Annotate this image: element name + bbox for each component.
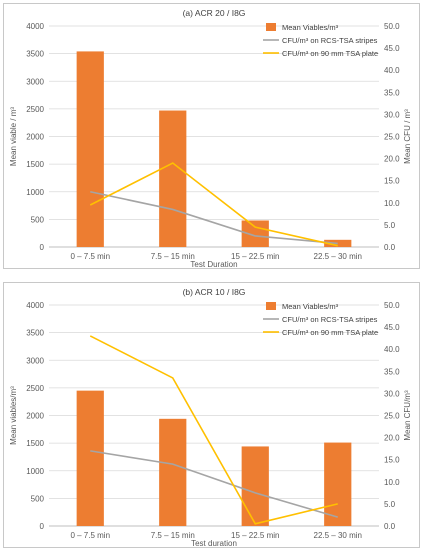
y-tick-label: 2000 — [26, 412, 44, 421]
y2-tick-label: 5.0 — [384, 221, 396, 230]
y2-tick-label: 5.0 — [384, 500, 396, 509]
chart-panel-b: 0 500 1000 1500 2000 2500 3000 3500 4000 0.0 5.0 10… — [3, 282, 420, 548]
x-tick-label: 7.5 – 15 min — [151, 531, 195, 540]
y-tick-label: 3500 — [26, 329, 44, 338]
y2-tick-label: 50.0 — [384, 301, 400, 310]
y-tick-label: 2000 — [26, 133, 44, 142]
y-tick-label: 4000 — [26, 22, 44, 31]
x-tick-label: 22.5 – 30 min — [314, 531, 362, 540]
y2-tick-label: 10.0 — [384, 478, 400, 487]
chart-title: (b) ACR 10 / I8G — [183, 287, 246, 297]
y-tick-label: 3500 — [26, 50, 44, 59]
legend-label: CFU/m³ on RCS-TSA stripes — [282, 36, 378, 45]
y2-tick-label: 0.0 — [384, 522, 396, 531]
series-line — [89, 335, 338, 525]
y-tick-label: 3000 — [26, 77, 44, 86]
y-tick-label: 1500 — [26, 160, 44, 169]
x-tick-label: 0 – 7.5 min — [70, 531, 110, 540]
x-axis-title: Test duration — [191, 539, 237, 547]
y-tick-label: 500 — [31, 494, 45, 503]
x-tick-label: 15 – 22.5 min — [231, 252, 279, 261]
y2-tick-label: 35.0 — [384, 367, 400, 376]
x-tick-label: 0 – 7.5 min — [70, 252, 110, 261]
y2-tick-label: 45.0 — [384, 323, 400, 332]
bar — [76, 390, 104, 526]
bar — [159, 418, 187, 526]
y-tick-label: 500 — [31, 215, 45, 224]
y-tick-label: 4000 — [26, 301, 44, 310]
y2-tick-label: 45.0 — [384, 44, 400, 53]
y2-tick-label: 40.0 — [384, 345, 400, 354]
y2-tick-label: 40.0 — [384, 66, 400, 75]
legend-label: CFU/m³ on RCS-TSA stripes — [282, 315, 378, 324]
y2-tick-label: 25.0 — [384, 133, 400, 142]
chart-b-svg: 0 500 1000 1500 2000 2500 3000 3500 4000 0.0 5.0 10… — [9, 287, 412, 547]
y2-tick-label: 10.0 — [384, 199, 400, 208]
series-line — [90, 450, 338, 518]
bar — [76, 51, 104, 247]
y2-tick-label: 25.0 — [384, 412, 400, 421]
y-tick-label: 0 — [40, 522, 45, 531]
y2-axis-title: Mean CFU / m³ — [403, 109, 412, 164]
y2-tick-label: 35.0 — [384, 88, 400, 97]
y2-tick-label: 20.0 — [384, 434, 400, 443]
legend-swatch — [266, 302, 276, 310]
bar — [241, 446, 269, 526]
legend-label: Mean Viables/m³ — [282, 23, 339, 32]
y2-tick-label: 20.0 — [384, 155, 400, 164]
y-tick-label: 1500 — [26, 439, 44, 448]
series-line — [89, 162, 338, 247]
chart-a-svg: 0 500 1000 1500 2000 2500 3000 3500 4000 0.0 5.0 10… — [9, 8, 412, 268]
legend-label: CFU/m³ on 90 mm TSA plate — [282, 328, 378, 337]
x-tick-label: 7.5 – 15 min — [151, 252, 195, 261]
y2-tick-label: 50.0 — [384, 22, 400, 31]
legend-label: Mean Viables/m³ — [282, 302, 339, 311]
y-tick-label: 1000 — [26, 188, 44, 197]
y-axis-title: Mean viable / m³ — [9, 107, 18, 166]
y-tick-label: 3000 — [26, 356, 44, 365]
y-tick-label: 0 — [40, 243, 45, 252]
y-tick-label: 2500 — [26, 105, 44, 114]
y2-axis-title: Mean CFU/m³ — [403, 390, 412, 441]
bar — [241, 220, 269, 247]
series-line — [90, 190, 338, 245]
y-tick-label: 2500 — [26, 384, 44, 393]
legend-label: CFU/m³ on 90 mm TSA plate — [282, 49, 378, 58]
x-tick-label: 22.5 – 30 min — [314, 252, 362, 261]
y2-tick-label: 0.0 — [384, 243, 396, 252]
x-tick-label: 15 – 22.5 min — [231, 531, 279, 540]
bar — [159, 110, 187, 247]
y2-tick-label: 15.0 — [384, 456, 400, 465]
y2-tick-label: 30.0 — [384, 110, 400, 119]
bar — [324, 442, 352, 526]
x-axis-title: Test Duration — [190, 260, 237, 268]
y-tick-label: 1000 — [26, 467, 44, 476]
y2-tick-label: 30.0 — [384, 389, 400, 398]
chart-panel-a: 0 500 1000 1500 2000 2500 3000 3500 4000 0.0 5.0 10… — [3, 3, 420, 269]
legend-swatch — [266, 23, 276, 31]
chart-title: (a) ACR 20 / I8G — [183, 8, 246, 18]
y-axis-title: Mean viables/m³ — [9, 386, 18, 445]
y2-tick-label: 15.0 — [384, 177, 400, 186]
